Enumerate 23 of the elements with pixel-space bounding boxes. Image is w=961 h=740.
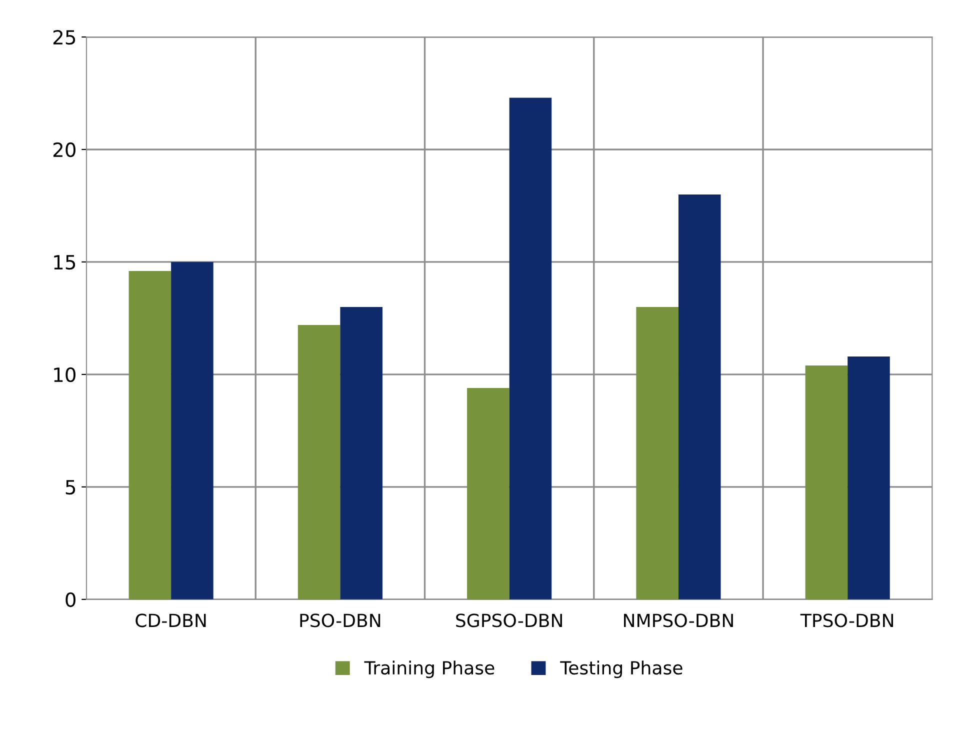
x-tick-label: SGPSO-DBN [456,614,562,628]
bar [340,306,382,600]
bar [298,324,340,600]
bar [636,306,678,600]
x-tick-label: NMPSO-DBN [624,614,733,628]
bar [171,262,214,600]
bar [848,356,890,600]
y-tick-label: 0 [66,592,76,608]
x-tick-label: CD-DBN [136,614,206,628]
bar [509,98,552,600]
legend-label: Training Phase [364,660,494,678]
x-tick-label: PSO-DBN [300,614,380,628]
legend-label: Testing Phase [560,660,682,678]
y-tick-label: 10 [54,367,76,382]
y-tick-label: 20 [53,142,76,158]
bar [128,270,172,600]
x-tick-label: TPSO-DBN [800,614,894,628]
y-tick-label: 5 [66,480,76,495]
bar [678,194,721,600]
y-tick-label: 25 [53,30,76,45]
bar [467,388,510,600]
y-tick-label: 15 [54,255,76,270]
bar [805,365,848,600]
